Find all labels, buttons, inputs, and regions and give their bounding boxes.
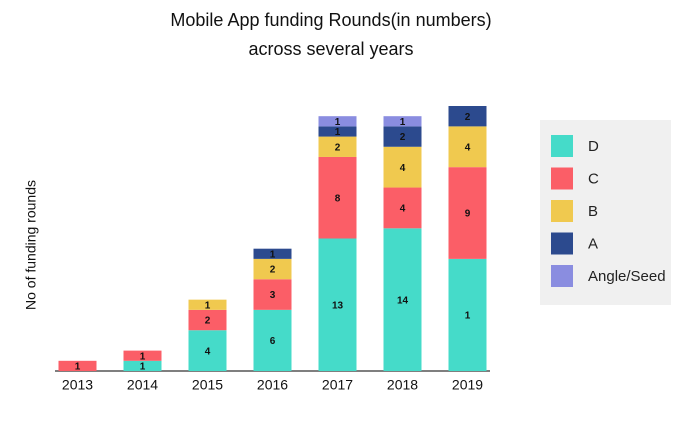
bar-segment — [383, 187, 422, 229]
value-label: 4 — [400, 204, 406, 215]
legend-swatch — [551, 232, 573, 255]
value-label: 1 — [465, 311, 471, 322]
bar-segment — [253, 248, 292, 259]
bar-segment — [123, 360, 162, 371]
chart-subtitle: across several years — [248, 39, 413, 59]
value-label: 1 — [270, 249, 276, 260]
bar-segment — [383, 126, 422, 147]
bar-segment — [383, 228, 422, 371]
x-tick-label: 2013 — [62, 377, 93, 393]
legend-swatch — [551, 167, 573, 190]
bar-segment — [318, 238, 357, 371]
bar-segment — [253, 309, 292, 371]
value-label: 4 — [205, 346, 211, 357]
legend-label: C — [588, 170, 599, 187]
value-label: 2 — [465, 112, 471, 123]
legend-label: D — [588, 138, 599, 155]
bar-segment — [318, 156, 357, 239]
bar-segment — [318, 116, 357, 127]
value-label: 2 — [205, 316, 211, 327]
legend-swatch — [551, 265, 573, 287]
bar-segment — [383, 116, 422, 127]
bar-segment — [448, 258, 487, 371]
legend-swatch — [551, 200, 573, 222]
legend-swatch — [551, 135, 573, 157]
value-label: 4 — [400, 163, 406, 174]
value-label: 9 — [465, 209, 471, 220]
value-label: 3 — [270, 290, 276, 301]
legend-label: B — [588, 203, 598, 220]
bar-segment — [448, 126, 487, 168]
value-label: 2 — [270, 265, 276, 276]
bar-segment — [448, 106, 487, 127]
bar-segment — [188, 299, 227, 310]
value-label: 1 — [400, 117, 406, 128]
x-tick-label: 2019 — [452, 377, 483, 393]
value-label: 6 — [270, 336, 276, 347]
bar-segment — [123, 350, 162, 361]
value-label: 1 — [140, 351, 146, 362]
x-tick-label: 2016 — [257, 377, 288, 393]
value-label: 8 — [335, 193, 341, 204]
bar-segment — [318, 136, 357, 157]
bar-segment — [448, 167, 487, 259]
value-label: 14 — [397, 295, 409, 306]
bar-segment — [318, 126, 357, 137]
value-label: 1 — [75, 362, 81, 373]
x-tick-label: 2018 — [387, 377, 418, 393]
y-axis-label: No of funding rounds — [23, 180, 39, 310]
bar-segment — [188, 309, 227, 331]
value-label: 1 — [335, 127, 341, 138]
bar-segment — [253, 258, 292, 280]
x-tick-label: 2015 — [192, 377, 223, 393]
value-label: 1 — [335, 117, 341, 128]
x-tick-label: 2014 — [127, 377, 158, 393]
bar-segment — [188, 330, 227, 371]
legend-label: A — [588, 235, 598, 252]
bar-segment — [383, 146, 422, 188]
value-label: 2 — [335, 142, 341, 153]
bar-segment — [253, 279, 292, 310]
legend-label: Angle/Seed — [588, 268, 666, 285]
value-label: 13 — [332, 300, 344, 311]
value-label: 4 — [465, 142, 471, 153]
value-label: 1 — [140, 362, 146, 373]
value-label: 1 — [205, 300, 211, 311]
value-label: 2 — [400, 132, 406, 143]
chart-title: Mobile App funding Rounds(in numbers) — [170, 10, 491, 30]
x-tick-label: 2017 — [322, 377, 353, 393]
bar-segment — [58, 360, 97, 371]
